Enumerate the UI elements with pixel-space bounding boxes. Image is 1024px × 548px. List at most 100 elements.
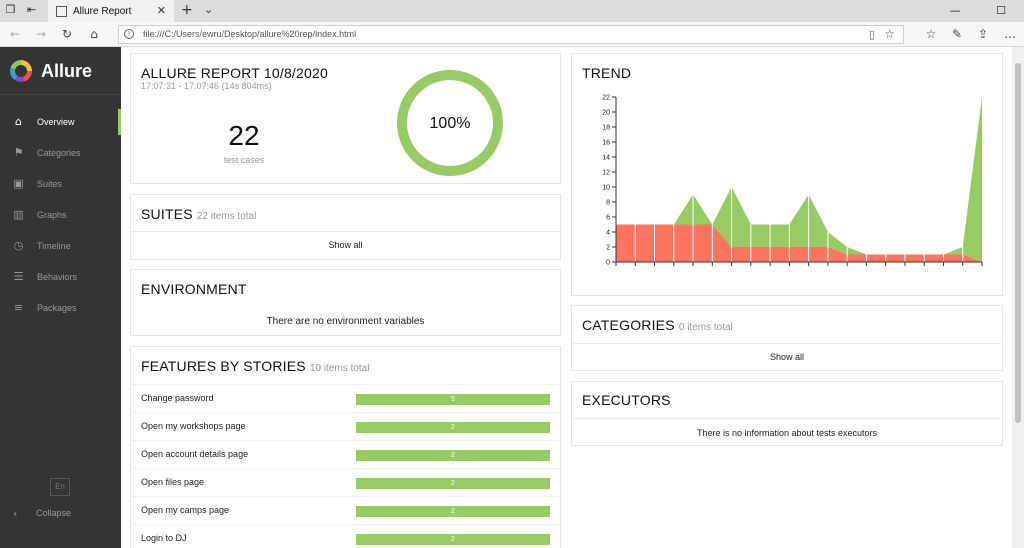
divider xyxy=(572,418,1002,419)
language-button[interactable]: En xyxy=(50,478,70,496)
scrollbar-thumb[interactable] xyxy=(1015,63,1021,423)
info-icon[interactable]: i xyxy=(124,29,134,39)
suites-heading: SUITES xyxy=(141,206,193,222)
sidebar-item-suites[interactable]: ▣ Suites xyxy=(0,171,121,197)
report-title: ALLURE REPORT 10/8/2020 xyxy=(141,65,328,81)
sidebar-item-label: Suites xyxy=(37,179,63,189)
report-time: 17:07:31 - 17:07:46 (14s 804ms) xyxy=(141,81,272,91)
home-icon[interactable]: ⌂ xyxy=(90,27,98,41)
address-bar[interactable]: i file:///C:/Users/ewru/Desktop/allure%2… xyxy=(118,25,904,44)
reader-icon[interactable]: ▯ xyxy=(868,28,875,41)
divider xyxy=(131,231,560,232)
collapse-label: Collapse xyxy=(36,508,72,518)
series-area-failed xyxy=(616,224,982,262)
browser-toolbar: ← → ↻ ⌂ i file:///C:/Users/ewru/Desktop/… xyxy=(0,22,1024,47)
feature-bar: 2 xyxy=(356,534,550,545)
feature-bar: 5 xyxy=(356,394,550,405)
y-tick-label: 22 xyxy=(602,95,610,102)
feature-name: Open my camps page xyxy=(141,505,230,515)
bar-chart-icon: ▥ xyxy=(13,208,24,221)
feature-row[interactable]: Open my workshops page 2 xyxy=(131,412,560,440)
pen-icon[interactable]: ✎ xyxy=(951,27,963,41)
y-tick-label: 12 xyxy=(602,170,610,177)
executors-widget: EXECUTORS There is no information about … xyxy=(571,381,1003,446)
share-icon[interactable]: ⇪ xyxy=(977,27,989,41)
refresh-icon[interactable]: ↻ xyxy=(61,27,73,41)
favorite-star-icon[interactable]: ☆ xyxy=(884,27,895,41)
y-tick-label: 2 xyxy=(606,245,610,252)
suites-show-all[interactable]: Show all xyxy=(328,240,363,250)
series-area-passed xyxy=(616,97,982,262)
trend-chart: 0 2 4 6 8 10 12 14 16 18 20 22 xyxy=(602,95,983,267)
categories-title: CATEGORIES 0 items total xyxy=(582,317,733,333)
tab-actions: ❐ ⇤ xyxy=(4,3,38,16)
success-donut xyxy=(397,70,503,176)
y-tick-label: 20 xyxy=(602,110,610,117)
categories-heading: CATEGORIES xyxy=(582,317,675,333)
environment-title: ENVIRONMENT xyxy=(141,281,247,297)
sidebar-item-label: Timeline xyxy=(37,241,71,251)
chevron-down-icon[interactable]: ⌄ xyxy=(204,3,214,16)
categories-show-all[interactable]: Show all xyxy=(769,352,805,362)
briefcase-icon: ▣ xyxy=(13,177,24,190)
y-tick-label: 4 xyxy=(606,230,610,237)
feature-bar: 2 xyxy=(356,450,550,461)
chevron-left-icon: ‹ xyxy=(13,506,18,520)
feature-row[interactable]: Open my camps page 2 xyxy=(131,496,560,524)
browser-tab-strip: ❐ ⇤ Allure Report ✕ + ⌄ — ☐ xyxy=(0,0,1024,22)
page-scrollbar[interactable] xyxy=(1012,47,1024,548)
sidebar: Allure ⌂ Overview ⚑ Categories ▣ Suites … xyxy=(0,47,121,548)
features-heading: FEATURES BY STORIES xyxy=(141,358,306,374)
url-text[interactable]: file:///C:/Users/ewru/Desktop/allure%20r… xyxy=(143,29,357,39)
sidebar-item-timeline[interactable]: ◷ Timeline xyxy=(0,233,121,259)
collapse-button[interactable]: ‹ Collapse xyxy=(0,500,121,526)
more-icon[interactable]: … xyxy=(1004,27,1016,41)
favorites-icon[interactable]: ☆ xyxy=(925,27,937,41)
features-title: FEATURES BY STORIES 10 items total xyxy=(141,358,369,374)
feature-bar: 2 xyxy=(356,422,550,433)
page-icon xyxy=(56,5,67,17)
tab-stack-icon[interactable]: ❐ xyxy=(5,3,16,16)
main-content: ALLURE REPORT 10/8/2020 17:07:31 - 17:07… xyxy=(121,47,1012,548)
forward-icon[interactable]: → xyxy=(35,27,47,41)
features-count: 10 items total xyxy=(309,363,370,374)
sidebar-item-label: Packages xyxy=(37,303,77,313)
y-tick-label: 0 xyxy=(606,260,610,267)
plus-icon[interactable]: + xyxy=(181,2,193,18)
brand-logo[interactable]: Allure xyxy=(10,60,92,82)
align-left-icon: ≡ xyxy=(13,301,24,314)
back-icon[interactable]: ← xyxy=(9,27,21,41)
tab-aside-icon[interactable]: ⇤ xyxy=(26,3,37,16)
trend-widget: TREND 0 2 4 6 8 10 12 14 16 18 20 22 xyxy=(571,53,1003,296)
y-tick-label: 14 xyxy=(602,155,610,162)
suites-count: 22 items total xyxy=(196,211,257,222)
maximize-icon[interactable]: ☐ xyxy=(996,4,1006,17)
feature-name: Open account details page xyxy=(141,449,249,459)
y-tick-label: 16 xyxy=(602,140,610,147)
summary-widget: ALLURE REPORT 10/8/2020 17:07:31 - 17:07… xyxy=(130,53,561,184)
feature-bar: 2 xyxy=(356,478,550,489)
feature-row[interactable]: Login to DJ 2 xyxy=(131,524,560,548)
sidebar-divider xyxy=(0,94,121,95)
y-tick-label: 6 xyxy=(606,215,610,222)
tab-title: Allure Report xyxy=(73,5,132,17)
sidebar-item-packages[interactable]: ≡ Packages xyxy=(0,295,121,321)
allure-logo-icon xyxy=(10,60,32,82)
close-icon[interactable]: ✕ xyxy=(156,4,166,17)
sidebar-item-categories[interactable]: ⚑ Categories xyxy=(0,140,121,166)
y-tick-label: 8 xyxy=(606,200,610,207)
feature-row[interactable]: Open account details page 2 xyxy=(131,440,560,468)
feature-row[interactable]: Change password 5 xyxy=(131,384,560,412)
list-icon: ☰ xyxy=(13,270,24,283)
sidebar-item-graphs[interactable]: ▥ Graphs xyxy=(0,202,121,228)
y-tick-label: 10 xyxy=(602,185,610,192)
feature-row[interactable]: Open files page 2 xyxy=(131,468,560,496)
trend-title: TREND xyxy=(582,65,632,81)
sidebar-item-label: Categories xyxy=(37,148,81,158)
sidebar-item-behaviors[interactable]: ☰ Behaviors xyxy=(0,264,121,290)
browser-tab[interactable]: Allure Report ✕ xyxy=(48,0,174,22)
flag-icon: ⚑ xyxy=(13,146,24,159)
test-count-label: test cases xyxy=(223,155,265,165)
sidebar-item-overview[interactable]: ⌂ Overview xyxy=(0,109,121,135)
minimize-icon[interactable]: — xyxy=(949,4,961,17)
